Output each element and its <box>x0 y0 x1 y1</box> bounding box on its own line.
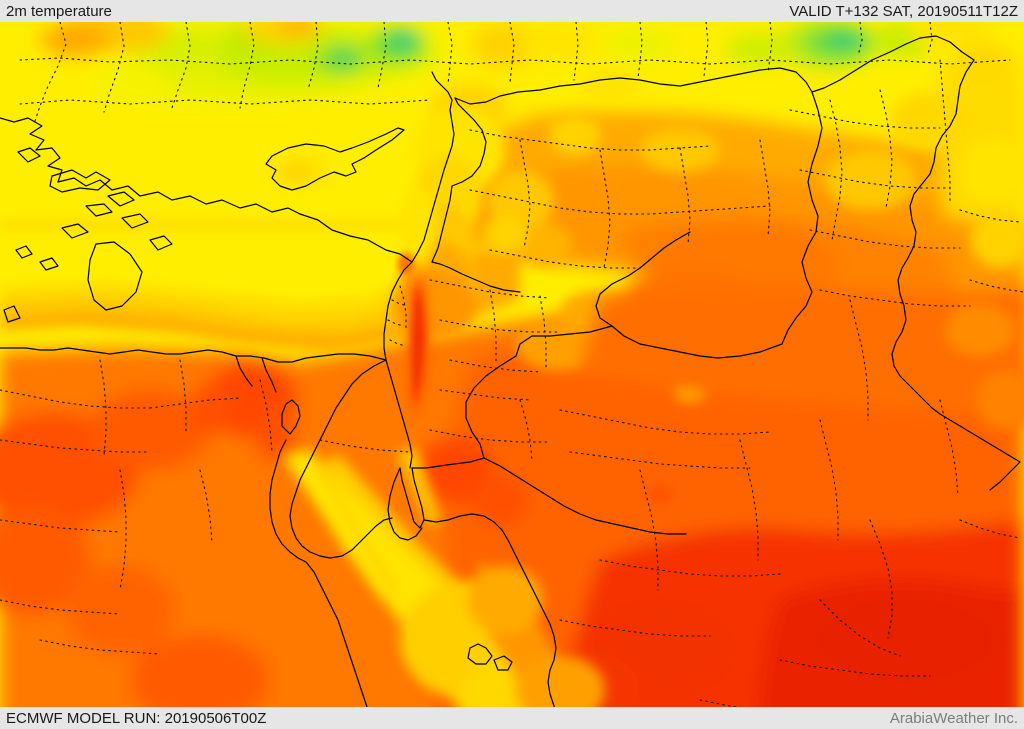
provider-credit: ArabiaWeather Inc. <box>889 709 1018 727</box>
model-run-label: ECMWF MODEL RUN: 20190506T00Z <box>6 709 267 727</box>
page-title: 2m temperature <box>6 2 112 20</box>
valid-time-label: VALID T+132 SAT, 20190511T12Z <box>789 2 1018 20</box>
footer-bar: ECMWF MODEL RUN: 20190506T00Z ArabiaWeat… <box>0 707 1024 729</box>
header-bar: 2m temperature VALID T+132 SAT, 20190511… <box>0 0 1024 22</box>
